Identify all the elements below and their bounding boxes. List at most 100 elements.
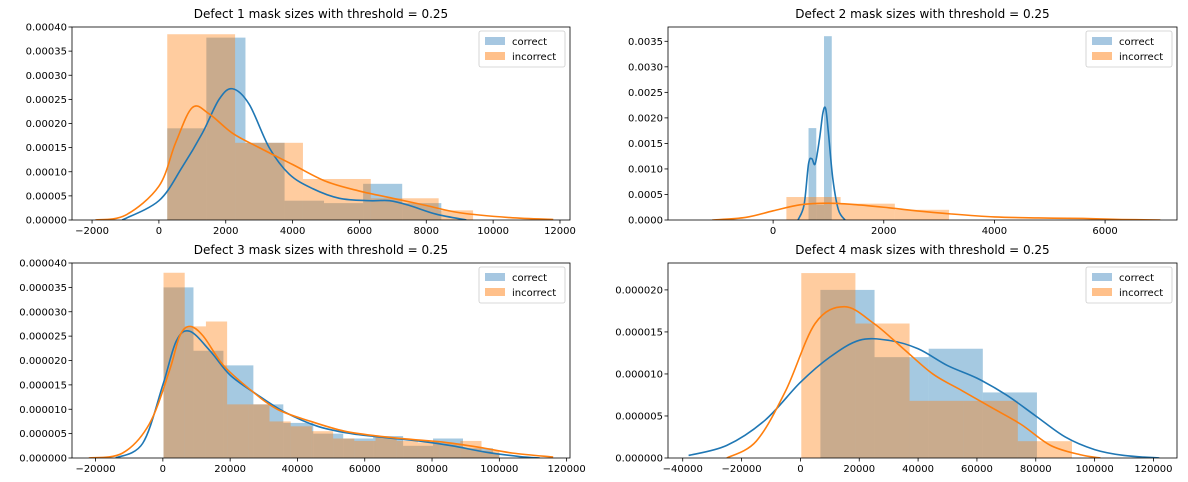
x-tick-label: −20000 [721, 464, 761, 475]
chart-defect-1: −2000 0 2000 4000 6000 8000 10000 12000 0.00000 0… [26, 7, 576, 237]
kde-line-correct [797, 106, 846, 220]
histogram-bar [193, 350, 224, 458]
x-tick-label: 10000 [477, 226, 509, 237]
histogram-bar [245, 142, 285, 220]
histogram-bar [313, 433, 344, 458]
y-tick-label: 0.000030 [19, 307, 67, 318]
x-tick-label: 120000 [548, 464, 586, 475]
histogram-bar [283, 422, 314, 458]
x-tick-label: 100000 [1076, 464, 1114, 475]
y-tick-label: 0.00015 [26, 143, 67, 154]
chart-title: Defect 4 mask sizes with threshold = 0.2… [795, 243, 1049, 257]
histogram-bar [284, 200, 325, 220]
bars-correct [163, 287, 500, 458]
y-tick-label: 0.000010 [19, 405, 67, 416]
y-tick-label: 0.00035 [26, 47, 67, 58]
y-tick-label: 0.00040 [26, 23, 67, 34]
x-tick-label: 12000 [544, 226, 576, 237]
y-tick-label: 0.000020 [19, 356, 67, 367]
y-tick-label: 0.00025 [26, 95, 67, 106]
chart-title: Defect 1 mask sizes with threshold = 0.2… [194, 7, 448, 21]
axes-frame [667, 262, 1178, 459]
x-tick-label: 80000 [1020, 464, 1052, 475]
histogram-bar [324, 203, 364, 220]
x-tick-label: −20000 [75, 464, 115, 475]
chart-defect-4: −40000 −20000 0 20000 40000 60000 80000 100000 1… [615, 243, 1178, 475]
chart-defect-2: 0 2000 4000 6000 0.0000 0.0005 0.0010 0.0015 0.0… [628, 7, 1178, 237]
kde-line-incorrect [726, 305, 1101, 458]
histogram-bar [235, 142, 303, 220]
legend-label: correct [1119, 37, 1154, 48]
histogram-bar [167, 128, 207, 220]
x-tick-label: 60000 [961, 464, 993, 475]
histogram-bar [894, 209, 950, 220]
x-tick-label: 0 [770, 226, 776, 237]
histogram-bar [801, 273, 856, 458]
histogram-bar [403, 445, 434, 458]
legend-swatch-incorrect [485, 52, 505, 60]
y-tick-label: 0.000010 [615, 369, 663, 380]
x-tick-label: 100000 [480, 464, 518, 475]
plot-area [95, 34, 554, 220]
histogram-bar [808, 128, 817, 220]
y-tick-label: 0.0030 [628, 62, 663, 73]
y-tick-label: 0.00010 [26, 167, 67, 178]
y-tick-label: 0.00005 [26, 191, 67, 202]
kde-line-incorrect [88, 325, 554, 458]
y-tick-label: 0.000005 [615, 411, 663, 422]
x-tick-label: 2000 [871, 226, 896, 237]
histogram-bar [874, 357, 929, 458]
histogram-bar [290, 426, 312, 458]
legend-label: correct [512, 37, 547, 48]
legend-swatch-correct [485, 37, 505, 45]
histogram-bar [928, 348, 983, 458]
y-tick-label: 0.0035 [628, 37, 663, 48]
y-tick-label: 0.0025 [628, 88, 663, 99]
histogram-bar [1017, 441, 1072, 458]
legend-swatch-correct [485, 273, 505, 281]
histogram-bar [333, 438, 355, 458]
histogram-bar [396, 440, 418, 458]
histogram-bar [492, 453, 500, 458]
y-tick-label: 0.0010 [628, 164, 663, 175]
chart-title: Defect 2 mask sizes with threshold = 0.2… [795, 7, 1049, 21]
y-tick-label: 0.000025 [19, 332, 67, 343]
histogram-bar [481, 450, 500, 458]
histogram-bar [163, 272, 185, 458]
legend-label: incorrect [1119, 52, 1163, 63]
x-tick-label: 8000 [414, 226, 439, 237]
x-tick-label: 40000 [902, 464, 934, 475]
x-tick-label: 40000 [282, 464, 314, 475]
kde-line-correct [688, 337, 1160, 458]
y-tick-label: 0.000035 [19, 283, 67, 294]
bars-incorrect [167, 34, 474, 220]
histogram-bar [311, 431, 334, 458]
histogram-bar [227, 404, 249, 458]
histogram-bar [373, 436, 404, 458]
histogram-bar [438, 210, 474, 220]
y-tick-label: 0.0020 [628, 113, 663, 124]
y-tick-label: 0.00020 [26, 119, 67, 130]
histogram-bar [184, 326, 206, 458]
axes-frame [667, 26, 1178, 221]
legend-label: incorrect [1119, 288, 1163, 299]
kde-line-incorrect [712, 202, 1161, 220]
histogram-bar [269, 421, 291, 458]
x-tick-label: 80000 [416, 464, 448, 475]
legend-swatch-correct [1092, 37, 1112, 45]
plot-area [688, 273, 1160, 458]
histogram-bar [253, 404, 284, 458]
chart-title: Defect 3 mask sizes with threshold = 0.2… [194, 243, 448, 257]
histogram-bar [375, 437, 397, 458]
y-tick-label: 0.0015 [628, 139, 663, 150]
plot-area [712, 36, 1161, 220]
histogram-bar [205, 321, 228, 458]
x-tick-label: 4000 [982, 226, 1007, 237]
histogram-bar [909, 400, 964, 458]
kde-line-correct [121, 87, 467, 220]
histogram-bar [343, 438, 374, 458]
histogram-bar [417, 442, 440, 458]
y-tick-label: 0.000015 [615, 327, 663, 338]
x-tick-label: 20000 [843, 464, 875, 475]
